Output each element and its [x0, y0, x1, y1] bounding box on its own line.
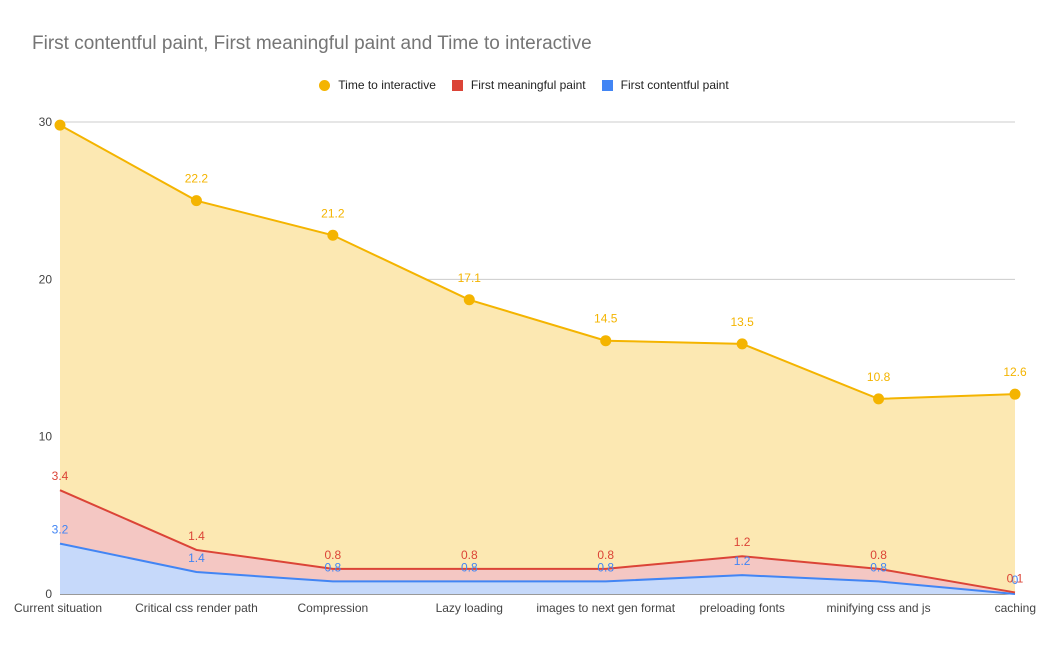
data-label: 22.2	[185, 172, 209, 186]
area-first-contentful-paint	[60, 543, 1015, 594]
data-label: 0.8	[461, 560, 478, 574]
y-tick-label: 10	[39, 430, 53, 444]
x-tick-label: minifying css and js	[827, 601, 931, 615]
y-tick-label: 0	[45, 587, 52, 601]
data-label: 1.4	[188, 529, 205, 543]
data-point	[1009, 388, 1021, 400]
data-point	[54, 119, 66, 131]
legend-swatch-square-icon	[601, 79, 613, 91]
data-label: 12.6	[1003, 365, 1027, 379]
data-label: 0.8	[870, 560, 887, 574]
line-first-contentful-paint	[59, 542, 1016, 595]
data-label: 0.8	[870, 548, 887, 562]
data-label: 14.5	[594, 312, 618, 326]
data-label: 0.8	[597, 560, 614, 574]
legend-swatch-square-icon	[451, 79, 463, 91]
data-label: 3.2	[52, 523, 69, 537]
x-tick-label: preloading fonts	[699, 601, 784, 615]
data-label: 0.8	[461, 548, 478, 562]
data-point	[190, 195, 202, 207]
area-first-meaningful-paint	[60, 490, 1015, 594]
legend-label: First meaningful paint	[470, 78, 586, 92]
x-tick-label: images to next gen format	[536, 601, 675, 615]
data-label: 0.1	[1007, 571, 1024, 585]
chart-title: First contentful paint, First meaningful…	[32, 33, 592, 54]
data-label: 13.5	[730, 315, 754, 329]
data-label: 0.8	[325, 560, 342, 574]
line-first-meaningful-paint	[59, 489, 1016, 594]
x-tick-label: Current situation	[14, 601, 102, 615]
data-label: 1.2	[734, 535, 751, 549]
data-label: 0.8	[325, 548, 342, 562]
x-tick-label: caching	[995, 601, 1036, 615]
line-time-to-interactive	[59, 124, 1016, 400]
data-label: 1.2	[734, 554, 751, 568]
data-label: 10.8	[867, 370, 891, 384]
data-label: 1.4	[188, 551, 205, 565]
legend: Time to interactive First meaningful pai…	[0, 78, 1048, 92]
legend-label: Time to interactive	[338, 78, 436, 92]
data-label: 21.2	[321, 206, 345, 220]
x-tick-label: Critical css render path	[135, 601, 258, 615]
y-tick-label: 30	[39, 115, 53, 129]
data-point	[736, 338, 748, 350]
data-label: 0.8	[597, 548, 614, 562]
data-label: 0	[1012, 573, 1019, 587]
legend-label: First contentful paint	[620, 78, 729, 92]
legend-item-time-to-interactive[interactable]: Time to interactive	[319, 78, 436, 92]
x-tick-label: Compression	[298, 601, 369, 615]
data-label: 3.4	[52, 469, 69, 483]
legend-item-first-contentful-paint[interactable]: First contentful paint	[601, 78, 729, 92]
legend-item-first-meaningful-paint[interactable]: First meaningful paint	[451, 78, 586, 92]
data-point	[327, 229, 339, 241]
area-time-to-interactive	[60, 125, 1015, 593]
x-tick-label: Lazy loading	[436, 601, 503, 615]
data-point	[600, 335, 612, 347]
data-point	[463, 294, 475, 306]
y-tick-label: 20	[39, 272, 53, 286]
data-point	[873, 393, 885, 405]
data-label: 17.1	[458, 271, 482, 285]
legend-swatch-circle-icon	[319, 79, 331, 91]
